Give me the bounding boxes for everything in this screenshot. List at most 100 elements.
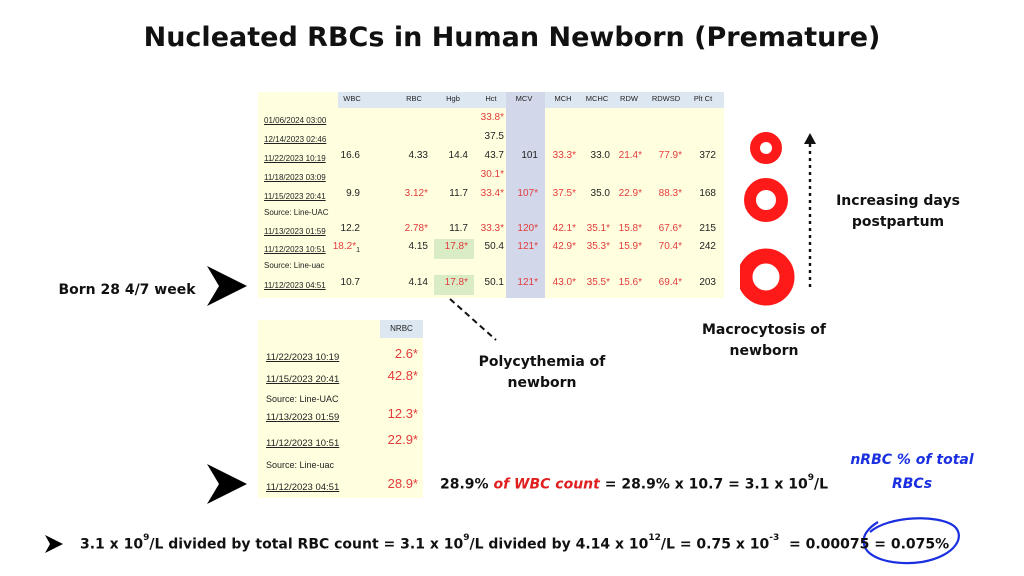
cell-mcv: 101 (521, 150, 538, 161)
cell-mch: 42.9* (552, 241, 576, 252)
column-header-mcv: MCV (515, 94, 533, 103)
eq1-value: = 28.9% x 10.7 = 3.1 x 10 (604, 476, 808, 493)
cell-hgb: 14.4 (448, 150, 468, 161)
eq1-red-text: of WBC count (493, 476, 600, 493)
row-date-link[interactable]: 11/13/2023 01:59 (264, 227, 326, 236)
row-source-label: Source: Line-uac (264, 261, 325, 270)
nrbc-row-date-link[interactable]: 11/12/2023 04:51 (266, 482, 340, 493)
column-header-mch: MCH (554, 94, 572, 103)
column-header-hgb: Hgb (446, 94, 460, 103)
nrbc-row-date-link[interactable]: 11/22/2023 10:19 (266, 352, 340, 363)
nrbc-row-date-link[interactable]: 11/13/2023 01:59 (266, 412, 340, 423)
nrbc-value: 22.9* (387, 432, 418, 447)
column-header-hct: Hct (485, 94, 497, 103)
macrocytosis-label: Macrocytosis of newborn (702, 322, 826, 359)
cell-rbc: 2.78* (404, 223, 428, 234)
row-date-link[interactable]: 12/14/2023 02:46 (264, 135, 327, 144)
column-header-wbc: WBC (343, 94, 361, 103)
cell-wbc: 18.2*1 (332, 241, 360, 254)
cell-rdwsd: 70.4* (658, 241, 682, 252)
cell-hct: 50.1 (484, 277, 504, 288)
row-date-link[interactable]: 11/22/2023 10:19 (264, 154, 326, 163)
page-title: Nucleated RBCs in Human Newborn (Prematu… (143, 22, 881, 53)
nrbc-header: NRBC (390, 324, 413, 333)
row-date-link[interactable]: 11/12/2023 04:51 (264, 281, 326, 290)
cell-rbc: 4.14 (408, 277, 428, 288)
lab-results-table: WBC RBC Hgb Hct MCV MCH MCHC RDW RDWSD Plt Ct 01/0… (258, 92, 724, 298)
cell-mchc: 35.0 (590, 188, 610, 199)
polycythemia-label: Polycythemia of newborn (478, 354, 606, 391)
cell-hct: 50.4 (484, 241, 504, 252)
row-date-link[interactable]: 11/18/2023 03:09 (264, 173, 326, 182)
cell-rbc: 4.15 (408, 241, 428, 252)
cell-hgb: 17.8* (444, 241, 468, 252)
cell-rdwsd: 69.4* (658, 277, 682, 288)
cell-mchc: 33.0 (590, 150, 610, 161)
cell-rdwsd: 67.6* (658, 223, 682, 234)
cell-mch: 37.5* (552, 188, 576, 199)
cell-mch: 43.0* (552, 277, 576, 288)
cell-rdwsd: 88.3* (658, 188, 682, 199)
answer-circle (862, 517, 960, 565)
born-label: Born 28 4/7 week (58, 282, 196, 298)
cell-wbc: 12.2 (340, 223, 360, 234)
wbc-count-equation: 28.9% of WBC count = 28.9% x 10.7 = 3.1 … (440, 473, 829, 493)
row-date-link[interactable]: 11/12/2023 10:51 (264, 245, 326, 254)
eq1-exponent: 9 (807, 473, 815, 483)
nrbc-value: 42.8* (387, 368, 418, 383)
rbc-size-rings (740, 132, 795, 306)
nrbc-row-date-link[interactable]: 11/15/2023 20:41 (266, 374, 340, 385)
cell-hct: 33.3* (480, 223, 504, 234)
small-rbc-icon (750, 132, 782, 164)
cell-rdwsd: 77.9* (658, 150, 682, 161)
column-header-mchc: MCHC (585, 94, 609, 103)
nrbc-value: 2.6* (394, 346, 418, 361)
nrbc-results-table: NRBC 11/22/2023 10:19 2.6* 11/15/2023 20:4… (258, 320, 423, 498)
nrbc-percent-note: nRBC % of total RBCs (850, 452, 974, 492)
cell-mch: 42.1* (552, 223, 576, 234)
nrbc-row-source-label: Source: Line-uac (266, 460, 335, 470)
cell-wbc: 10.7 (340, 277, 360, 288)
column-header-plt: Plt Ct (693, 94, 713, 103)
nrbc-value: 12.3* (387, 406, 418, 421)
cell-mchc: 35.5* (586, 277, 610, 288)
nrbc-row-source-label: Source: Line-UAC (266, 394, 339, 404)
column-header-rdw: RDW (620, 94, 638, 103)
row-date-link[interactable]: 01/06/2024 03:00 (264, 116, 327, 125)
cell-plt: 168 (699, 188, 716, 199)
cell-hct: 37.5 (484, 131, 504, 142)
eq1-percent: 28.9% (440, 476, 489, 493)
increasing-days-label: Increasing days postpartum (836, 193, 960, 230)
cell-mchc: 35.1* (586, 223, 610, 234)
cell-hgb: 17.8* (444, 277, 468, 288)
cell-plt: 215 (699, 223, 716, 234)
bullet-arrow-icon (45, 535, 63, 553)
mcv-column-highlight (506, 92, 545, 298)
hgb-highlight (434, 275, 474, 295)
cell-hct: 43.7 (484, 150, 504, 161)
cell-rbc: 4.33 (408, 150, 428, 161)
cell-plt: 203 (699, 277, 716, 288)
cell-rdw: 15.6* (618, 277, 642, 288)
large-rbc-icon (740, 248, 795, 306)
eq1-unit: /L (814, 476, 829, 493)
cell-mcv: 120* (517, 223, 538, 234)
cell-plt: 242 (699, 241, 716, 252)
medium-rbc-icon (744, 178, 788, 222)
column-header-rdwsd: RDWSD (651, 94, 681, 103)
cell-rdw: 15.8* (618, 223, 642, 234)
row-source-label: Source: Line-UAC (264, 208, 329, 217)
hgb-highlight (434, 239, 474, 259)
cell-hct: 33.4* (480, 188, 504, 199)
cell-rdw: 21.4* (618, 150, 642, 161)
nrbc-arrow-icon (207, 464, 247, 504)
cell-wbc: 16.6 (340, 150, 360, 161)
nrbc-row-date-link[interactable]: 11/12/2023 10:51 (266, 438, 340, 449)
row-date-link[interactable]: 11/15/2023 20:41 (264, 192, 326, 201)
nrbc-header-band (380, 320, 423, 338)
polycythemia-pointer (449, 298, 497, 341)
cell-rdw: 15.9* (618, 241, 642, 252)
cell-wbc: 9.9 (346, 188, 360, 199)
cell-hct: 33.8* (480, 112, 504, 123)
increasing-days-arrow-icon (804, 133, 816, 290)
